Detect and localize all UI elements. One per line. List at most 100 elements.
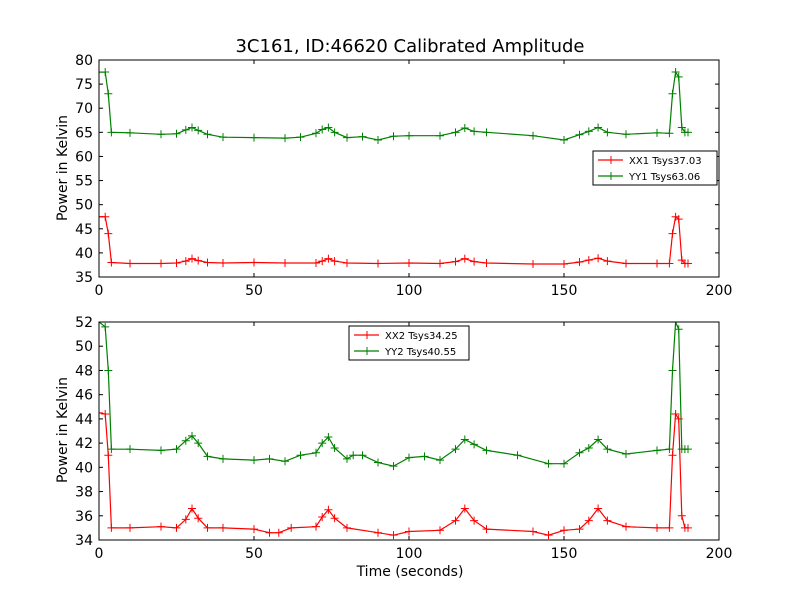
y-axis-label-bottom: Power in Kelvin: [55, 377, 71, 483]
data-point: [603, 128, 612, 137]
data-point: [157, 130, 165, 139]
data-point: [668, 229, 677, 238]
data-point: [330, 514, 339, 523]
data-point: [324, 505, 333, 514]
data-point: [101, 68, 110, 77]
data-point: [101, 410, 110, 419]
data-point: [594, 504, 603, 513]
data-point: [436, 526, 444, 535]
data-point: [330, 257, 339, 266]
data-point: [653, 523, 661, 532]
data-point: [560, 259, 568, 268]
data-point: [594, 254, 603, 263]
data-point: [318, 512, 327, 521]
data-point: [529, 527, 537, 536]
y-tick-label: 50: [75, 339, 93, 355]
data-point: [287, 523, 296, 532]
data-point: [324, 254, 333, 263]
y-tick-label: 40: [75, 460, 93, 476]
data-point: [374, 458, 382, 467]
data-point: [405, 453, 413, 462]
data-point: [107, 523, 116, 532]
data-point: [194, 514, 203, 523]
x-tick-label: 100: [396, 283, 423, 299]
x-tick-label: 0: [95, 283, 104, 299]
data-point: [684, 259, 692, 268]
chart-title: 3C161, ID:46620 Calibrated Amplitude: [235, 36, 584, 57]
data-point: [203, 452, 212, 461]
data-point: [358, 451, 367, 460]
data-point: [460, 504, 469, 513]
data-point: [405, 259, 413, 268]
data-point: [482, 259, 491, 268]
data-point: [460, 435, 469, 444]
data-point: [470, 257, 479, 266]
data-point: [250, 258, 258, 267]
data-point: [470, 440, 479, 449]
data-point: [389, 462, 398, 471]
data-point: [104, 89, 113, 98]
data-point: [318, 439, 327, 448]
data-point: [194, 126, 203, 135]
data-point: [104, 451, 113, 460]
data-point: [107, 128, 116, 137]
data-point: [405, 527, 413, 536]
data-point: [451, 516, 460, 525]
y-tick-label: 34: [75, 533, 93, 549]
data-point: [603, 257, 612, 266]
data-point: [104, 366, 113, 375]
data-point: [671, 410, 680, 419]
data-point: [671, 68, 680, 77]
x-tick-label: 100: [396, 546, 423, 562]
y-tick-label: 38: [75, 485, 93, 501]
data-point: [677, 123, 686, 132]
data-point: [188, 254, 196, 263]
data-point: [482, 128, 491, 137]
data-point: [157, 259, 165, 268]
data-point: [665, 445, 674, 454]
data-point: [594, 435, 603, 444]
data-point: [622, 522, 630, 531]
data-point: [482, 446, 491, 455]
bottom-plot: 0 50 100 150 200 34 36 38 40 42 44 46 48 50 52 XX2 Tsys…: [75, 315, 732, 562]
data-point: [584, 443, 593, 452]
y-tick-label: 75: [75, 77, 93, 93]
legend-label: YY2 Tsys40.55: [384, 347, 456, 358]
data-point: [324, 433, 333, 442]
data-point: [318, 125, 327, 134]
data-point: [349, 451, 358, 460]
data-point: [420, 452, 429, 461]
data-point: [389, 531, 398, 540]
data-point: [451, 257, 460, 266]
x-tick-label: 150: [551, 283, 578, 299]
x-tick-label: 150: [551, 546, 578, 562]
data-point: [460, 254, 469, 263]
data-point: [374, 259, 382, 268]
data-point: [265, 528, 274, 537]
y-tick-label: 40: [75, 246, 93, 262]
data-point: [343, 259, 351, 268]
y-tick-label: 48: [75, 363, 93, 379]
data-point: [219, 523, 227, 532]
data-point: [203, 523, 212, 532]
data-point: [677, 511, 686, 520]
data-point: [194, 439, 203, 448]
data-point: [460, 123, 469, 132]
x-tick-label: 0: [95, 546, 104, 562]
data-point: [513, 451, 522, 460]
data-point: [374, 528, 382, 537]
data-point: [281, 259, 289, 268]
series-line-xx2: [99, 412, 688, 536]
data-point: [529, 259, 537, 268]
data-point: [668, 89, 677, 98]
y-tick-label: 65: [75, 125, 93, 141]
data-point: [126, 445, 134, 454]
data-point: [172, 259, 181, 268]
data-point: [281, 134, 289, 143]
data-point: [544, 459, 553, 468]
data-point: [665, 523, 674, 532]
data-point: [529, 131, 537, 140]
data-point: [172, 445, 181, 454]
x-tick-label: 50: [245, 546, 263, 562]
